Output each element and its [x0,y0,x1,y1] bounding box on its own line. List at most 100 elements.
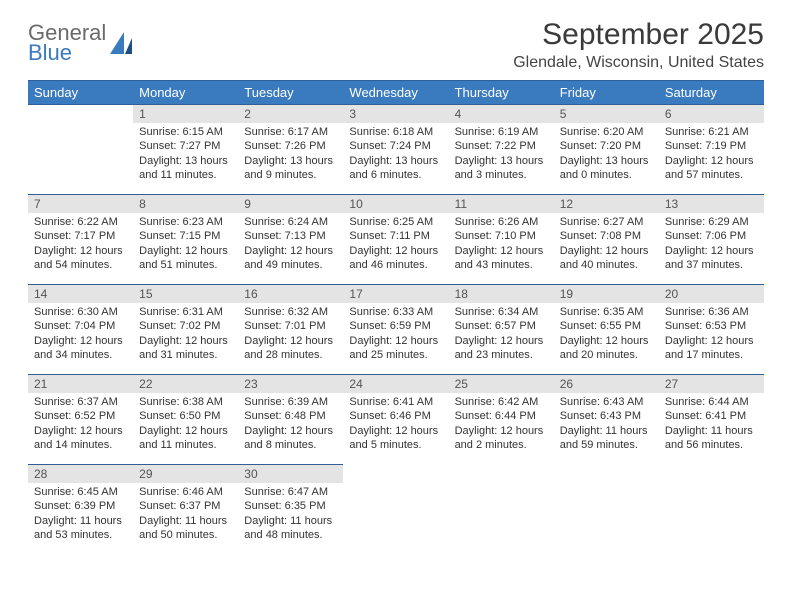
sunset-text: Sunset: 7:08 PM [560,229,653,243]
daylight-line1: Daylight: 11 hours [244,514,337,528]
daylight-line1: Daylight: 12 hours [34,334,127,348]
sunrise-text: Sunrise: 6:33 AM [349,305,442,319]
calendar-day-cell: 24Sunrise: 6:41 AMSunset: 6:46 PMDayligh… [343,375,448,465]
sunset-text: Sunset: 6:44 PM [455,409,548,423]
calendar-day-cell: 29Sunrise: 6:46 AMSunset: 6:37 PMDayligh… [133,465,238,555]
daylight-line1: Daylight: 13 hours [560,154,653,168]
calendar-day-cell: 10Sunrise: 6:25 AMSunset: 7:11 PMDayligh… [343,195,448,285]
daylight-line2: and 9 minutes. [244,168,337,182]
sunset-text: Sunset: 7:22 PM [455,139,548,153]
day-body: Sunrise: 6:17 AMSunset: 7:26 PMDaylight:… [238,123,343,186]
weekday-header: Tuesday [238,81,343,105]
sunrise-text: Sunrise: 6:29 AM [665,215,758,229]
calendar-day-cell: 25Sunrise: 6:42 AMSunset: 6:44 PMDayligh… [449,375,554,465]
daylight-line1: Daylight: 12 hours [349,424,442,438]
daylight-line1: Daylight: 12 hours [455,424,548,438]
day-body: Sunrise: 6:29 AMSunset: 7:06 PMDaylight:… [659,213,764,276]
daylight-line2: and 5 minutes. [349,438,442,452]
calendar-day-cell: 23Sunrise: 6:39 AMSunset: 6:48 PMDayligh… [238,375,343,465]
calendar-day-cell [659,465,764,555]
daylight-line1: Daylight: 12 hours [139,244,232,258]
day-body: Sunrise: 6:24 AMSunset: 7:13 PMDaylight:… [238,213,343,276]
daylight-line2: and 59 minutes. [560,438,653,452]
sunset-text: Sunset: 7:02 PM [139,319,232,333]
day-body: Sunrise: 6:38 AMSunset: 6:50 PMDaylight:… [133,393,238,456]
day-body: Sunrise: 6:32 AMSunset: 7:01 PMDaylight:… [238,303,343,366]
daylight-line2: and 11 minutes. [139,438,232,452]
daylight-line2: and 34 minutes. [34,348,127,362]
daylight-line1: Daylight: 12 hours [665,154,758,168]
daylight-line2: and 23 minutes. [455,348,548,362]
daylight-line2: and 46 minutes. [349,258,442,272]
day-body: Sunrise: 6:15 AMSunset: 7:27 PMDaylight:… [133,123,238,186]
calendar-day-cell: 14Sunrise: 6:30 AMSunset: 7:04 PMDayligh… [28,285,133,375]
day-number: 28 [28,465,133,483]
calendar-week: 7Sunrise: 6:22 AMSunset: 7:17 PMDaylight… [28,195,764,285]
daylight-line1: Daylight: 12 hours [455,244,548,258]
weekday-header: Wednesday [343,81,448,105]
sunset-text: Sunset: 7:15 PM [139,229,232,243]
sunrise-text: Sunrise: 6:44 AM [665,395,758,409]
day-body: Sunrise: 6:19 AMSunset: 7:22 PMDaylight:… [449,123,554,186]
calendar-day-cell: 4Sunrise: 6:19 AMSunset: 7:22 PMDaylight… [449,105,554,195]
daylight-line1: Daylight: 12 hours [560,244,653,258]
sunrise-text: Sunrise: 6:15 AM [139,125,232,139]
day-body: Sunrise: 6:42 AMSunset: 6:44 PMDaylight:… [449,393,554,456]
day-body: Sunrise: 6:45 AMSunset: 6:39 PMDaylight:… [28,483,133,546]
daylight-line2: and 3 minutes. [455,168,548,182]
sunset-text: Sunset: 7:27 PM [139,139,232,153]
calendar-day-cell: 8Sunrise: 6:23 AMSunset: 7:15 PMDaylight… [133,195,238,285]
sunset-text: Sunset: 6:52 PM [34,409,127,423]
day-number: 24 [343,375,448,393]
daylight-line1: Daylight: 12 hours [349,334,442,348]
sunset-text: Sunset: 7:11 PM [349,229,442,243]
sunset-text: Sunset: 7:19 PM [665,139,758,153]
daylight-line2: and 48 minutes. [244,528,337,542]
sunrise-text: Sunrise: 6:25 AM [349,215,442,229]
day-number: 29 [133,465,238,483]
daylight-line1: Daylight: 13 hours [349,154,442,168]
daylight-line1: Daylight: 12 hours [349,244,442,258]
title-block: September 2025 Glendale, Wisconsin, Unit… [513,18,764,72]
calendar-day-cell: 12Sunrise: 6:27 AMSunset: 7:08 PMDayligh… [554,195,659,285]
daylight-line2: and 50 minutes. [139,528,232,542]
sunset-text: Sunset: 6:39 PM [34,499,127,513]
day-number: 21 [28,375,133,393]
sunrise-text: Sunrise: 6:23 AM [139,215,232,229]
day-body: Sunrise: 6:27 AMSunset: 7:08 PMDaylight:… [554,213,659,276]
calendar-day-cell: 13Sunrise: 6:29 AMSunset: 7:06 PMDayligh… [659,195,764,285]
sunrise-text: Sunrise: 6:42 AM [455,395,548,409]
day-number: 16 [238,285,343,303]
daylight-line2: and 54 minutes. [34,258,127,272]
day-body: Sunrise: 6:46 AMSunset: 6:37 PMDaylight:… [133,483,238,546]
daylight-line2: and 53 minutes. [34,528,127,542]
daylight-line2: and 17 minutes. [665,348,758,362]
sunset-text: Sunset: 7:26 PM [244,139,337,153]
day-body: Sunrise: 6:39 AMSunset: 6:48 PMDaylight:… [238,393,343,456]
sunrise-text: Sunrise: 6:47 AM [244,485,337,499]
daylight-line2: and 6 minutes. [349,168,442,182]
calendar-page: General Blue September 2025 Glendale, Wi… [0,0,792,612]
sunset-text: Sunset: 6:59 PM [349,319,442,333]
daylight-line1: Daylight: 11 hours [139,514,232,528]
day-body: Sunrise: 6:22 AMSunset: 7:17 PMDaylight:… [28,213,133,276]
sunrise-text: Sunrise: 6:30 AM [34,305,127,319]
sunset-text: Sunset: 7:24 PM [349,139,442,153]
calendar-day-cell: 7Sunrise: 6:22 AMSunset: 7:17 PMDaylight… [28,195,133,285]
day-body: Sunrise: 6:43 AMSunset: 6:43 PMDaylight:… [554,393,659,456]
day-number: 20 [659,285,764,303]
calendar-body: 1Sunrise: 6:15 AMSunset: 7:27 PMDaylight… [28,105,764,555]
logo-text-blue: Blue [28,42,106,64]
sunset-text: Sunset: 7:01 PM [244,319,337,333]
sunset-text: Sunset: 7:17 PM [34,229,127,243]
sunrise-text: Sunrise: 6:19 AM [455,125,548,139]
calendar-day-cell [449,465,554,555]
daylight-line2: and 51 minutes. [139,258,232,272]
day-number: 1 [133,105,238,123]
day-body: Sunrise: 6:30 AMSunset: 7:04 PMDaylight:… [28,303,133,366]
calendar-day-cell [554,465,659,555]
calendar-day-cell: 19Sunrise: 6:35 AMSunset: 6:55 PMDayligh… [554,285,659,375]
sunrise-text: Sunrise: 6:35 AM [560,305,653,319]
calendar-day-cell: 20Sunrise: 6:36 AMSunset: 6:53 PMDayligh… [659,285,764,375]
sunset-text: Sunset: 7:06 PM [665,229,758,243]
